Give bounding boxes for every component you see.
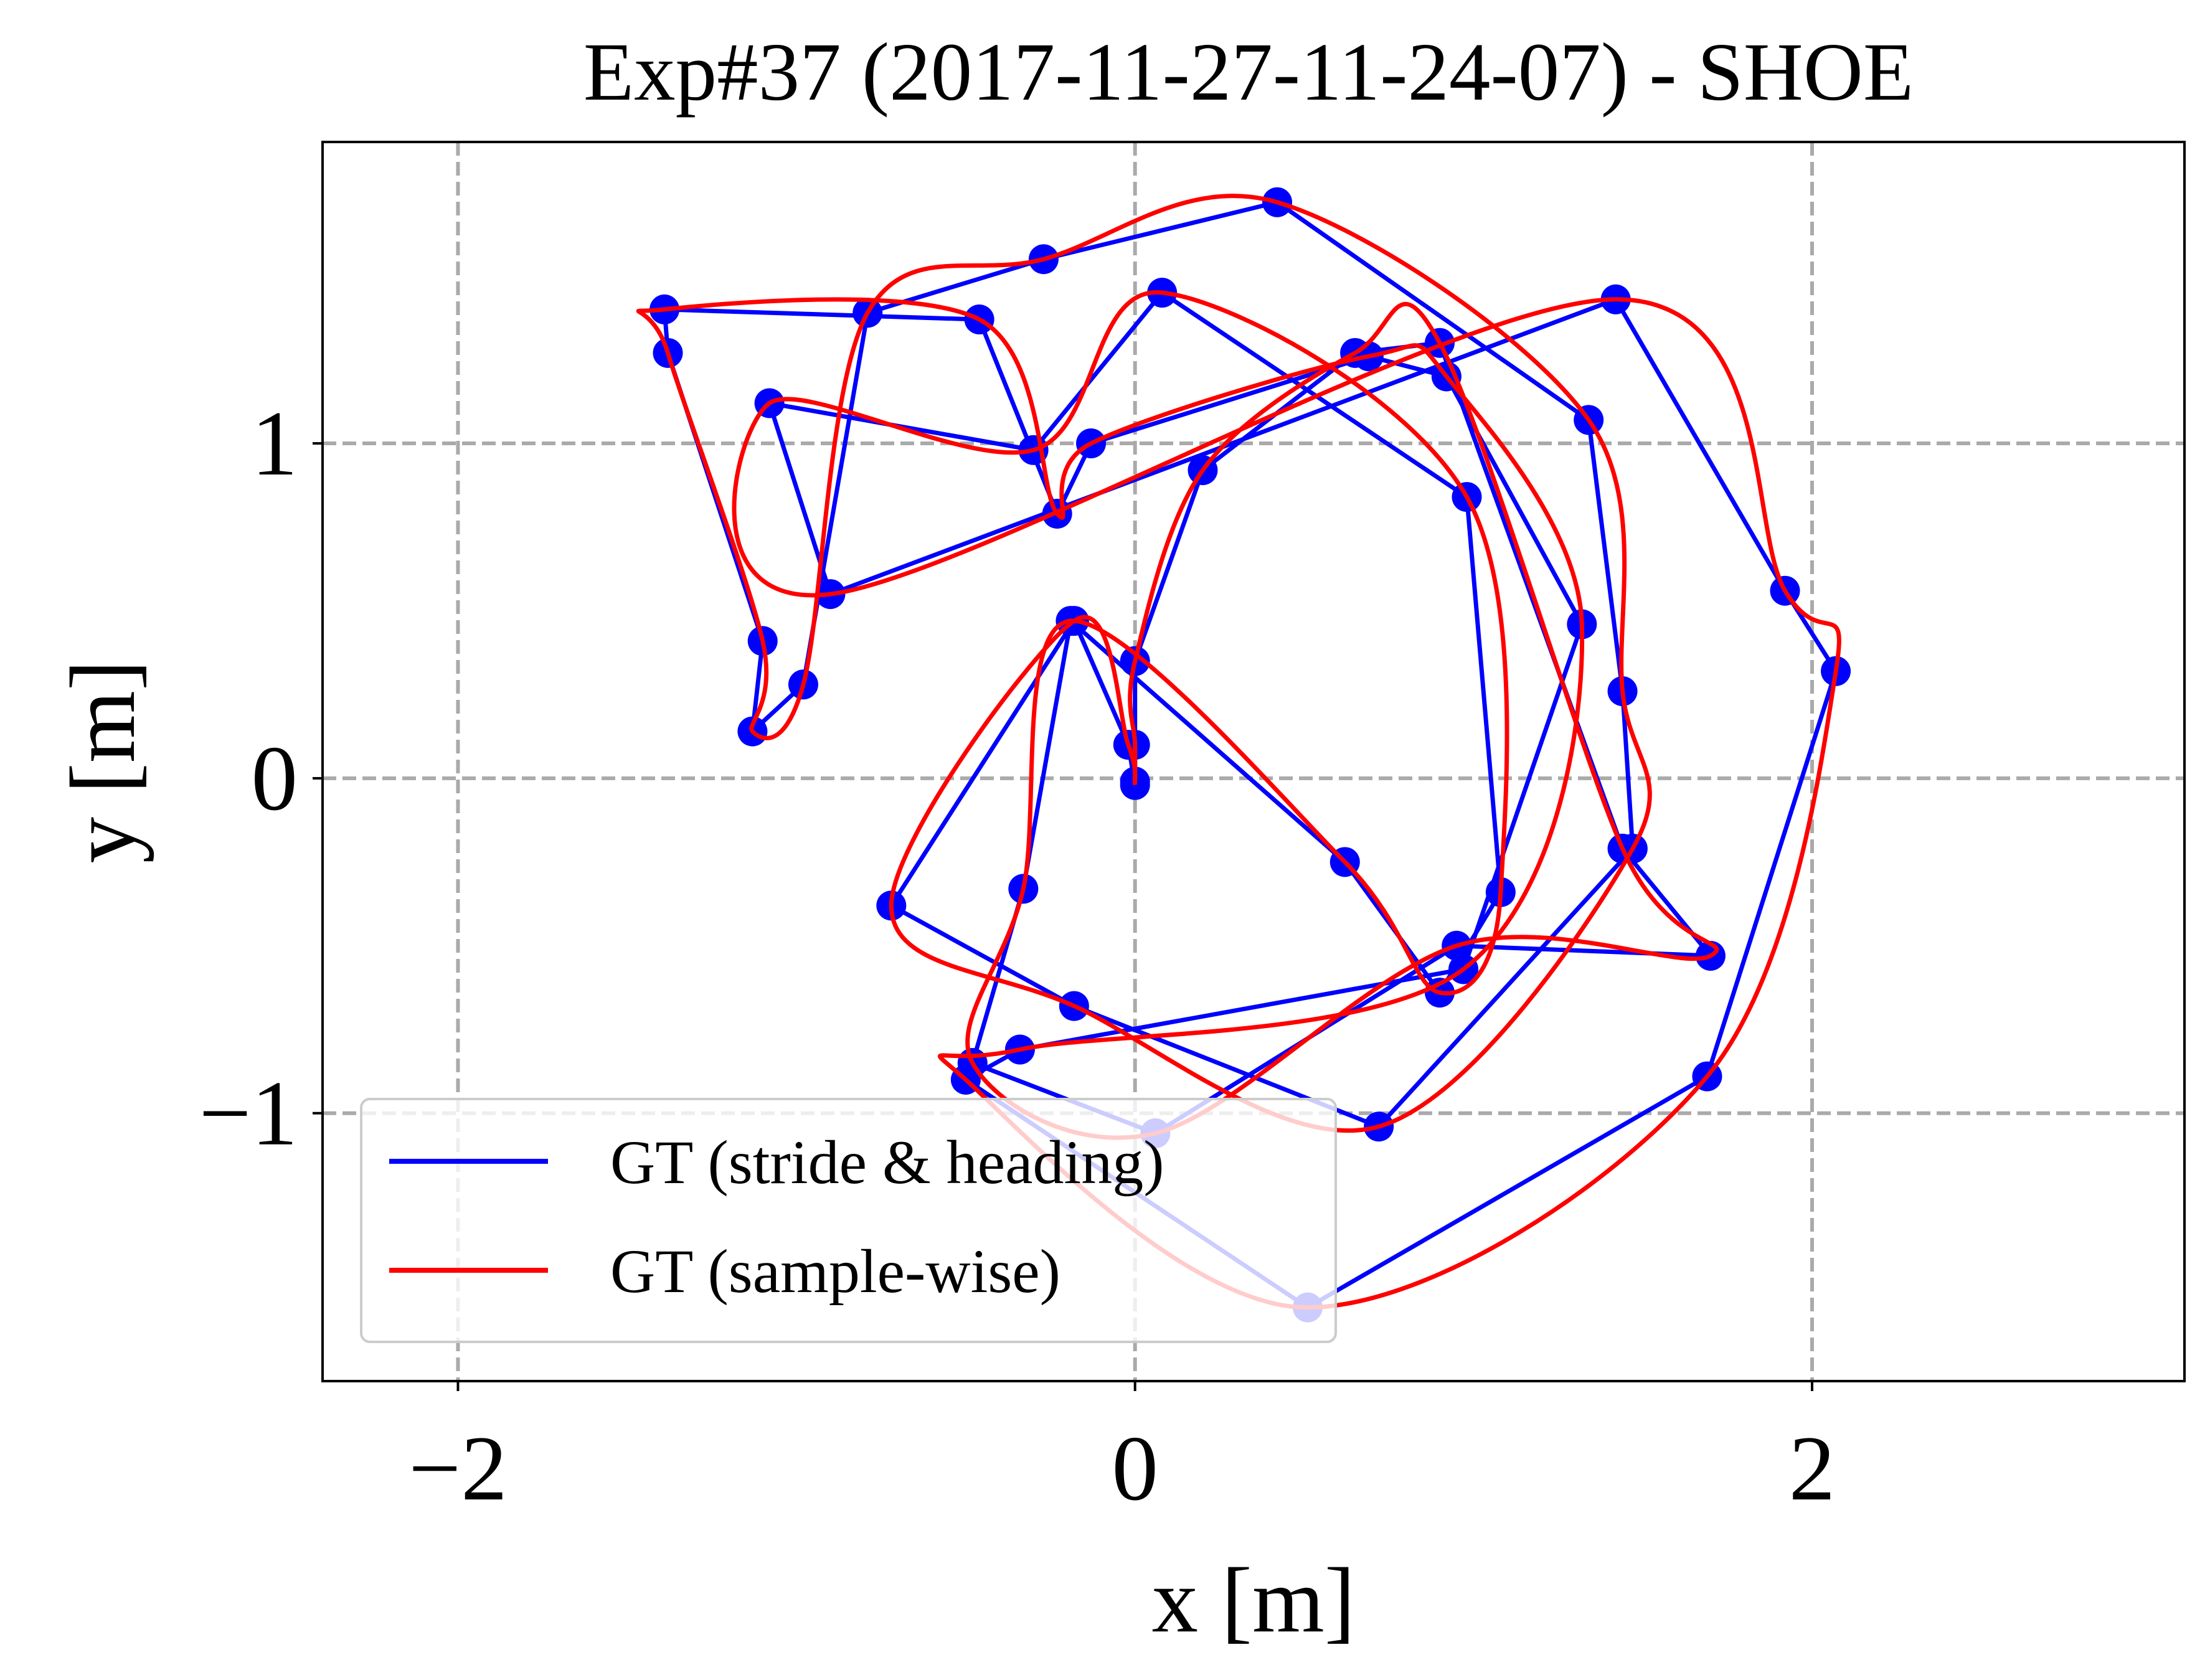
x-ticks: −2 0 2 (408, 1381, 1835, 1520)
y-tick-label: 0 (252, 727, 298, 830)
chart-title: Exp#37 (2017-11-27-11-24-07) - SHOE (583, 26, 1914, 118)
y-tick-label: −1 (199, 1062, 298, 1165)
legend-box (360, 1098, 1337, 1343)
x-tick-label: 2 (1789, 1417, 1836, 1520)
y-tick-label: 1 (252, 392, 298, 495)
legend: GT (stride & heading) GT (sample-wise) (360, 1098, 1337, 1343)
y-axis-label: y [m] (52, 660, 154, 864)
legend-label-sample: GT (sample-wise) (610, 1237, 1060, 1306)
legend-label-stride: GT (stride & heading) (610, 1128, 1164, 1197)
x-tick-label: −2 (408, 1417, 508, 1520)
x-tick-label: 0 (1112, 1417, 1158, 1520)
plot-frame (321, 141, 2186, 1382)
x-axis-label: x [m] (1152, 1549, 1356, 1652)
y-ticks: −1 0 1 (199, 392, 323, 1165)
